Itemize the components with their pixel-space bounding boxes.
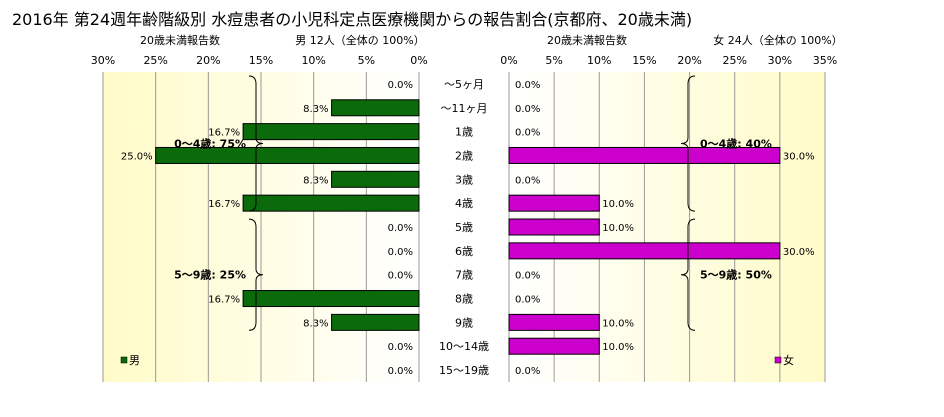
category-label: 4歳 [455,197,473,210]
female-age-brace [680,218,696,331]
female-value-label: 0.0% [515,366,540,377]
male-bar [155,146,420,164]
female-tick-label: 5% [545,54,562,67]
female-xlabel: 20歳未満報告数 [547,34,627,47]
male-value-label: 0.0% [388,271,413,282]
female-value-label: 10.0% [602,223,634,234]
category-label: 9歳 [455,316,473,329]
male-legend-swatch [120,356,128,364]
male-tick-label: 5% [358,54,375,67]
male-value-label: 25.0% [121,151,153,162]
male-value-label: 8.3% [303,175,328,186]
female-value-label: 30.0% [783,151,815,162]
male-value-label: 16.7% [208,199,240,210]
labels: 20歳未満報告数 男 12人（全体の 100%） 20歳未満報告数 女 24人（全体の… [91,33,843,377]
female-tick-label: 20% [677,54,701,67]
chart-title: 2016年 第24週年齢階級別 水痘患者の小児科定点医療機関からの報告割合(京都… [12,10,693,29]
female-tick-label: 35% [813,54,837,67]
male-value-label: 16.7% [208,128,240,139]
male-group-annotation: 0～4歳: 75% [174,137,246,151]
male-value-label: 8.3% [303,318,328,329]
male-legend-label: 男 [129,354,140,367]
female-value-label: 0.0% [515,80,540,91]
male-group-annotation: 5～9歳: 25% [174,268,246,282]
category-label: 7歳 [455,269,473,282]
male-bar [331,170,420,188]
category-label: 2歳 [455,149,473,162]
category-label: ～5ヶ月 [444,78,484,91]
female-tick-label: 0% [500,54,517,67]
female-bar [508,146,781,164]
female-legend-swatch [774,356,782,364]
category-label: ～11ヶ月 [441,102,488,115]
female-tick-label: 25% [722,54,746,67]
category-label: 10～14歳 [439,340,489,353]
category-label: 1歳 [455,126,473,139]
male-value-label: 16.7% [208,295,240,306]
category-label: 8歳 [455,293,473,306]
female-group-annotation: 5～9歳: 50% [700,268,772,282]
male-tick-label: 10% [301,54,325,67]
male-tick-label: 30% [91,54,115,67]
bars [120,75,782,364]
male-value-label: 0.0% [388,223,413,234]
female-header: 女 24人（全体の 100%） [713,33,842,47]
female-tick-label: 10% [587,54,611,67]
female-tick-label: 15% [632,54,656,67]
female-value-label: 0.0% [515,271,540,282]
female-value-label: 10.0% [602,342,634,353]
male-tick-label: 20% [196,54,220,67]
category-label: 6歳 [455,245,473,258]
female-value-label: 10.0% [602,318,634,329]
male-value-label: 0.0% [388,80,413,91]
female-legend-label: 女 [783,353,794,367]
female-value-label: 0.0% [515,128,540,139]
female-group-annotation: 0～4歳: 40% [700,137,772,151]
female-bar [508,337,600,355]
male-value-label: 0.0% [388,366,413,377]
male-age-brace [248,75,264,212]
female-value-label: 30.0% [783,247,815,258]
female-tick-label: 30% [768,54,792,67]
female-bar [508,194,600,212]
female-value-label: 10.0% [602,199,634,210]
female-value-label: 0.0% [515,175,540,186]
male-tick-label: 25% [143,54,167,67]
female-value-label: 0.0% [515,295,540,306]
female-bar [508,242,781,260]
category-label: 3歳 [455,173,473,186]
male-tick-label: 0% [410,54,427,67]
male-value-label: 0.0% [388,247,413,258]
male-value-label: 8.3% [303,104,328,115]
male-xlabel: 20歳未満報告数 [140,34,220,47]
male-bar [331,313,420,331]
category-label: 5歳 [455,221,473,234]
male-tick-label: 15% [249,54,273,67]
male-bar [242,123,420,141]
female-value-label: 0.0% [515,104,540,115]
male-bar [242,194,420,212]
male-value-label: 0.0% [388,342,413,353]
female-bar [508,313,600,331]
male-age-brace [248,218,264,331]
male-bar [331,99,420,117]
female-age-brace [680,75,696,212]
category-label: 15～19歳 [439,364,489,377]
male-header: 男 12人（全体の 100%） [295,33,424,47]
male-bar [242,290,420,308]
female-bar [508,218,600,236]
